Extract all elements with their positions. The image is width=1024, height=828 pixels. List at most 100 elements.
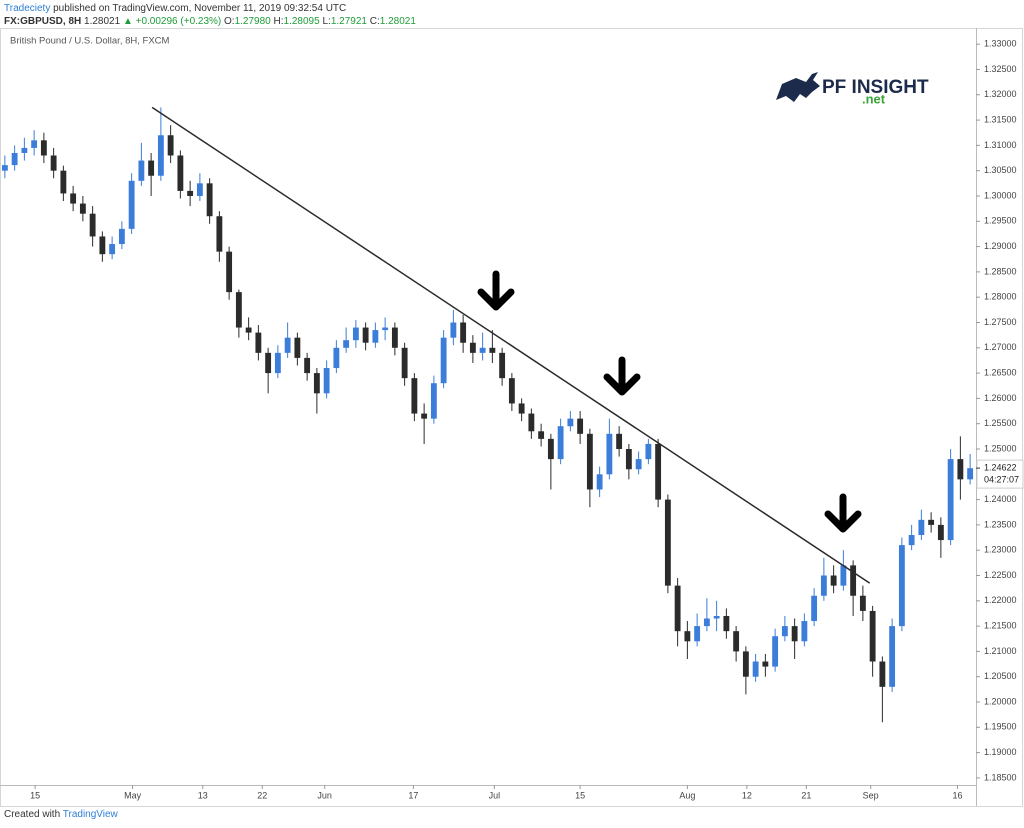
y-tick-label: 1.31500 [984, 114, 1017, 124]
candle-body [811, 595, 818, 622]
y-tick-label: 1.25500 [984, 418, 1017, 428]
y-tick-label: 1.29000 [984, 241, 1017, 251]
arrow [824, 493, 862, 533]
y-tick-label: 1.28500 [984, 266, 1017, 276]
candle-body [206, 183, 213, 217]
last: 1.28021 [84, 16, 121, 27]
candle-body [606, 433, 613, 475]
logo-suffix: .net [862, 91, 886, 106]
candle-body [840, 565, 847, 586]
l-value: 1.27921 [330, 16, 367, 27]
candle-body [460, 322, 467, 343]
y-tick-label: 1.26000 [984, 393, 1017, 403]
l-label: L: [322, 16, 331, 27]
candle-body [538, 431, 545, 439]
candle-body [148, 160, 155, 176]
arrow [603, 356, 641, 396]
candle-body [947, 459, 954, 541]
brand[interactable]: TradingView [62, 809, 118, 820]
candle-body [859, 595, 866, 611]
candle-body [70, 193, 77, 204]
candle-body [109, 244, 116, 255]
candle-body [801, 621, 808, 642]
candle-body [577, 418, 584, 434]
candle-body [1, 165, 8, 171]
candle-body [167, 135, 174, 156]
candle-body [79, 203, 86, 214]
x-tick-label: Aug [679, 790, 695, 800]
o-label: O: [224, 16, 235, 27]
y-tick-label: 1.19500 [984, 722, 1017, 732]
chart-frame [0, 28, 1023, 807]
arrows [477, 270, 862, 533]
y-tick-label: 1.30500 [984, 165, 1017, 175]
candle-body [830, 575, 837, 586]
candle-body [586, 433, 593, 490]
y-tick-label: 1.29500 [984, 216, 1017, 226]
candle-body [655, 443, 662, 500]
y-tick-label: 1.24000 [984, 494, 1017, 504]
y-tick-label: 1.27500 [984, 317, 1017, 327]
candle-body [508, 378, 515, 404]
candle-body [791, 626, 798, 642]
trendline [151, 106, 871, 584]
y-tick-label: 1.27000 [984, 342, 1017, 352]
c-value: 1.28021 [379, 16, 416, 27]
candle-body [820, 575, 827, 596]
candle-body [226, 251, 233, 293]
candle-body [879, 661, 886, 687]
candle-body [528, 413, 535, 432]
candles [1, 107, 974, 723]
x-tick-label: 13 [198, 790, 208, 800]
author[interactable]: Tradeciety [4, 3, 51, 14]
x-tick-label: 21 [801, 790, 811, 800]
candle-body [31, 140, 38, 148]
y-tick-label: 1.30000 [984, 190, 1017, 200]
candle-body [869, 610, 876, 662]
candle-body [557, 426, 564, 460]
publish-line: Tradeciety published on TradingView.com,… [4, 2, 416, 15]
candle-body [352, 327, 359, 341]
candle-body [918, 519, 925, 536]
candle-body [401, 347, 408, 379]
candle-body [430, 383, 437, 419]
x-tick-label: Sep [863, 790, 879, 800]
y-tick-label: 1.31000 [984, 140, 1017, 150]
candle-body [664, 499, 671, 586]
candle-body [118, 228, 125, 245]
y-tick-label: 1.21000 [984, 646, 1017, 656]
y-tick-label: 1.26500 [984, 367, 1017, 377]
candle-body [157, 135, 164, 176]
candle-body [89, 213, 96, 237]
candle-body [908, 535, 915, 546]
candle-body [372, 330, 379, 343]
h-label: H: [273, 16, 284, 27]
symbol-line: FX:GBPUSD, 8H 1.28021 ▲ +0.00296 (+0.23%… [4, 15, 416, 28]
candle-body [547, 438, 554, 460]
candle-body [762, 661, 769, 667]
candle-body [713, 615, 720, 619]
header: Tradeciety published on TradingView.com,… [4, 2, 416, 28]
candle-body [187, 190, 194, 196]
candle-body [274, 352, 281, 374]
logo-name: PF INSIGHT [822, 77, 929, 98]
candle-body [255, 332, 262, 353]
candle-body [60, 170, 67, 194]
candle-body [489, 347, 496, 353]
y-tick-label: 1.23000 [984, 545, 1017, 555]
countdown: 04:27:07 [984, 474, 1019, 484]
h-value: 1.28095 [283, 16, 320, 27]
candle-body [772, 636, 779, 667]
x-tick-label: 15 [30, 790, 40, 800]
candle-body [245, 327, 252, 333]
created-with: Created with [4, 809, 61, 820]
candle-body [333, 347, 340, 369]
candle-body [343, 340, 350, 348]
candle-body [928, 519, 935, 525]
candle-body [294, 337, 301, 358]
arrow [477, 270, 515, 311]
y-tick-label: 1.25000 [984, 443, 1017, 453]
y-tick-label: 1.22000 [984, 595, 1017, 605]
x-tick-label: Jun [317, 790, 332, 800]
candle-body [196, 183, 203, 196]
